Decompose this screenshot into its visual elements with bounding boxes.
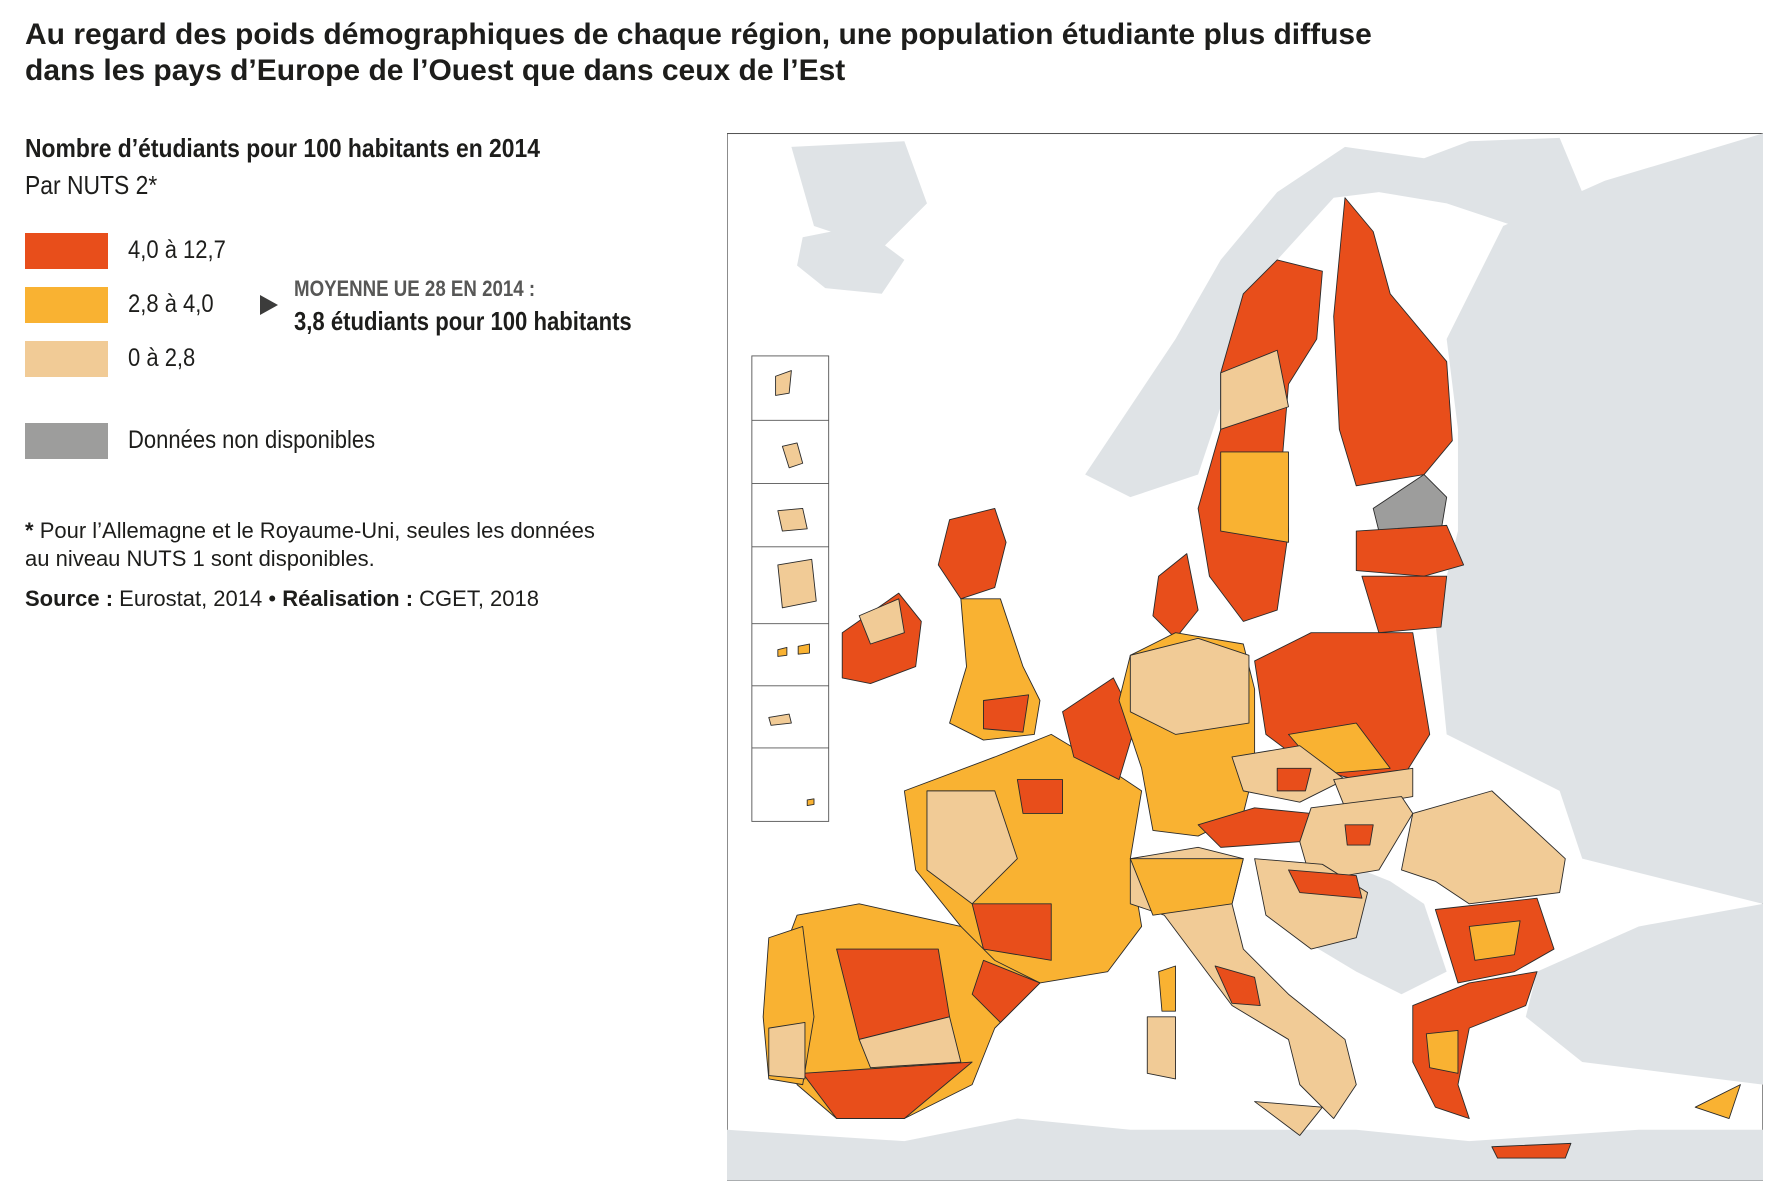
legend-subtitle: Par NUTS 2* — [25, 170, 158, 200]
region — [1372, 474, 1448, 532]
region — [858, 1016, 962, 1069]
source: Source : Eurostat, 2014 • Réalisation : … — [25, 586, 539, 612]
callout-arrow — [260, 295, 278, 315]
region — [1344, 824, 1374, 846]
non-eu-land — [727, 133, 1763, 1181]
region — [1491, 1142, 1572, 1159]
legend-label: 4,0 à 12,7 — [128, 236, 226, 264]
legend-swatch — [25, 423, 108, 459]
region — [768, 713, 792, 726]
note-marker: * — [25, 518, 34, 543]
source-text: Eurostat, 2014 — [119, 586, 263, 611]
note-text: Pour l’Allemagne et le Royaume-Uni, seul… — [39, 518, 595, 543]
legend-swatch — [25, 233, 108, 269]
region — [802, 1061, 973, 1119]
region — [1254, 1101, 1323, 1136]
legend-title: Nombre d’étudiants pour 100 habitants en… — [25, 133, 540, 163]
region — [1355, 524, 1465, 577]
region — [926, 790, 1018, 905]
region — [1214, 965, 1261, 1006]
region — [1062, 677, 1137, 781]
note-text: au niveau NUTS 1 sont disponibles. — [25, 546, 375, 571]
region — [937, 507, 1007, 600]
region — [858, 598, 905, 645]
region — [1016, 779, 1063, 814]
region — [768, 1022, 806, 1080]
separator: • — [268, 586, 277, 611]
legend-swatch — [25, 287, 108, 323]
callout-text: 3,8 étudiants pour 100 habitants — [294, 306, 632, 336]
region — [1694, 1084, 1741, 1119]
callout-heading: MOYENNE UE 28 EN 2014 : — [294, 276, 536, 301]
region — [781, 442, 804, 469]
title-line: Au regard des poids démographiques de ch… — [25, 18, 1372, 51]
region — [797, 643, 810, 655]
region — [777, 646, 788, 657]
region — [1158, 965, 1176, 1012]
region — [1333, 197, 1453, 487]
region — [1288, 869, 1363, 899]
region — [1129, 637, 1250, 735]
region — [1220, 451, 1289, 543]
region — [1412, 971, 1538, 1119]
region — [1361, 575, 1448, 634]
region — [971, 903, 1052, 961]
region — [1425, 1029, 1459, 1074]
region — [1152, 553, 1199, 639]
region — [1468, 920, 1521, 961]
legend-label: Données non disponibles — [128, 426, 376, 454]
regions — [762, 197, 1741, 1159]
title-line: dans les pays d’Europe de l’Ouest que da… — [25, 54, 846, 87]
region — [806, 798, 815, 807]
region — [1146, 1016, 1176, 1080]
region — [775, 370, 792, 396]
region — [777, 558, 817, 609]
region — [971, 959, 1041, 1023]
source-label: Source : — [25, 586, 114, 611]
region — [1220, 349, 1289, 430]
note: * Pour l’Allemagne et le Royaume-Uni, se… — [25, 518, 595, 544]
region — [1401, 790, 1566, 905]
legend-swatch — [25, 341, 108, 377]
region — [777, 507, 808, 532]
outermost-insets — [751, 355, 830, 822]
legend-label: 0 à 2,8 — [128, 344, 196, 372]
region — [983, 694, 1030, 733]
credit-text: CGET, 2018 — [419, 586, 539, 611]
legend-label: 2,8 à 4,0 — [128, 290, 214, 318]
map — [727, 133, 1763, 1181]
credit-label: Réalisation : — [282, 586, 414, 611]
region — [1276, 767, 1312, 792]
region — [1129, 858, 1244, 916]
